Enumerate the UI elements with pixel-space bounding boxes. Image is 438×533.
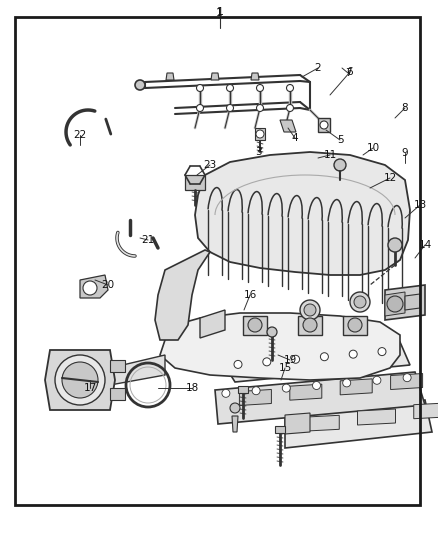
Text: 22: 22 <box>74 130 87 140</box>
Circle shape <box>350 292 370 312</box>
Circle shape <box>286 104 293 111</box>
Polygon shape <box>385 285 425 320</box>
Polygon shape <box>280 120 296 132</box>
Circle shape <box>55 355 105 405</box>
Polygon shape <box>275 426 285 433</box>
Polygon shape <box>185 175 205 190</box>
Text: 23: 23 <box>203 160 217 170</box>
Circle shape <box>348 318 362 332</box>
Circle shape <box>403 374 411 382</box>
Text: 11: 11 <box>323 150 337 160</box>
Circle shape <box>62 362 98 398</box>
Polygon shape <box>238 386 248 393</box>
Polygon shape <box>155 250 210 340</box>
Text: 19: 19 <box>283 355 297 365</box>
Polygon shape <box>166 73 174 80</box>
Text: 21: 21 <box>141 235 155 245</box>
Polygon shape <box>232 416 238 432</box>
Circle shape <box>320 121 328 129</box>
Circle shape <box>197 85 204 92</box>
Polygon shape <box>318 118 330 132</box>
Polygon shape <box>285 400 432 448</box>
Circle shape <box>135 80 145 90</box>
Circle shape <box>283 384 290 392</box>
Circle shape <box>257 104 264 111</box>
Text: 1: 1 <box>216 7 223 17</box>
Circle shape <box>292 356 300 364</box>
Circle shape <box>300 300 320 320</box>
Polygon shape <box>220 342 410 382</box>
Text: 4: 4 <box>292 133 298 143</box>
Polygon shape <box>110 360 125 372</box>
Circle shape <box>378 348 386 356</box>
Polygon shape <box>255 128 265 140</box>
Circle shape <box>343 379 351 387</box>
Text: 5: 5 <box>337 135 343 145</box>
Circle shape <box>349 350 357 358</box>
Text: 6: 6 <box>347 67 353 77</box>
Circle shape <box>303 318 317 332</box>
Circle shape <box>354 296 366 308</box>
Circle shape <box>286 85 293 92</box>
Circle shape <box>83 281 97 295</box>
Circle shape <box>256 130 264 138</box>
Text: 8: 8 <box>402 103 408 113</box>
Circle shape <box>248 318 262 332</box>
Polygon shape <box>80 275 108 298</box>
Polygon shape <box>298 316 322 335</box>
Circle shape <box>226 85 233 92</box>
Text: 17: 17 <box>83 383 97 393</box>
Polygon shape <box>110 355 165 385</box>
Text: 9: 9 <box>402 148 408 158</box>
Text: 18: 18 <box>185 383 198 393</box>
Text: 3: 3 <box>254 147 261 157</box>
Polygon shape <box>285 413 310 434</box>
Text: 20: 20 <box>102 280 115 290</box>
Circle shape <box>263 358 271 366</box>
Polygon shape <box>200 310 225 338</box>
Circle shape <box>230 403 240 413</box>
Polygon shape <box>243 316 267 335</box>
Polygon shape <box>240 390 272 406</box>
Circle shape <box>321 353 328 361</box>
Text: 12: 12 <box>383 173 397 183</box>
Circle shape <box>226 104 233 111</box>
Circle shape <box>312 382 321 390</box>
Polygon shape <box>385 292 405 316</box>
Text: 14: 14 <box>418 240 431 250</box>
Polygon shape <box>215 372 425 424</box>
Polygon shape <box>414 403 438 419</box>
Polygon shape <box>357 409 396 425</box>
Polygon shape <box>340 379 372 395</box>
Circle shape <box>222 389 230 397</box>
Text: 13: 13 <box>413 200 427 210</box>
Polygon shape <box>251 73 259 80</box>
Polygon shape <box>405 294 420 310</box>
Polygon shape <box>45 350 115 410</box>
Text: 16: 16 <box>244 290 257 300</box>
Polygon shape <box>290 384 322 400</box>
Text: 7: 7 <box>345 68 351 78</box>
Text: 1: 1 <box>215 8 223 18</box>
Polygon shape <box>211 73 219 80</box>
Circle shape <box>387 296 403 312</box>
Polygon shape <box>195 152 410 275</box>
Polygon shape <box>391 374 423 390</box>
Polygon shape <box>160 313 400 380</box>
Circle shape <box>373 376 381 384</box>
Circle shape <box>304 304 316 316</box>
Polygon shape <box>343 316 367 335</box>
Polygon shape <box>110 388 125 400</box>
Text: 10: 10 <box>367 143 380 153</box>
Circle shape <box>257 85 264 92</box>
Circle shape <box>334 159 346 171</box>
Circle shape <box>388 238 402 252</box>
Circle shape <box>252 387 260 395</box>
Circle shape <box>234 360 242 368</box>
Circle shape <box>267 327 277 337</box>
Polygon shape <box>301 415 339 431</box>
Text: 15: 15 <box>279 363 292 373</box>
Circle shape <box>197 104 204 111</box>
Text: 2: 2 <box>314 63 321 73</box>
